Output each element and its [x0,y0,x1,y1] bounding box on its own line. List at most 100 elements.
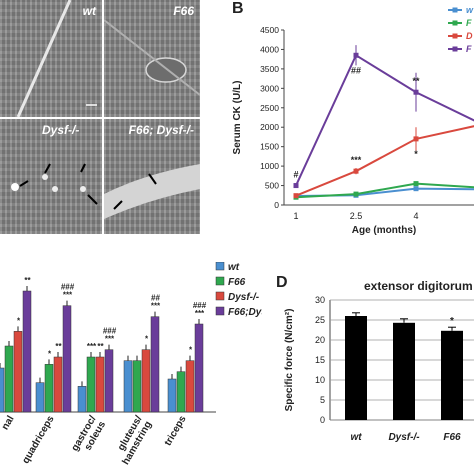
legend-label: wt [228,262,240,273]
y-tick-label: 30 [315,295,325,305]
data-point-Dysf [353,168,359,174]
bar-F66 [176,371,186,413]
significance-label: * [189,346,193,355]
category-label: gluteus/hamstring [111,414,154,467]
micrograph-dysf: Dysf-/- [0,119,102,234]
category-label: gastroc/soleus [70,414,109,459]
significance-label: *** [151,302,161,311]
data-point-wt [413,186,419,192]
significance-label: * [145,335,149,344]
data-point-F66 [353,191,359,197]
significance-label: * [17,316,21,325]
bar-Dysf [185,360,195,413]
bar-wt [0,367,5,413]
y-axis-label: Specific force (N/cm²) [284,309,295,412]
category-label-line: triceps [163,414,189,448]
category-label: F66 [443,432,461,443]
significance-label: *** [63,291,73,300]
serum-ck-line-chart: 0 500 1000 1500 2000 2500 3000 3500 4000 4500 1 2.5… [232,5,474,236]
micrograph-label: wt [82,4,96,18]
significance-label: *** [87,342,97,351]
fiber-boundary [16,0,97,117]
legend-swatch [215,291,225,301]
chart-title: extensor digitorum lo [364,279,474,293]
y-tick-label: 20 [315,335,325,345]
bar [393,322,415,420]
y-tick-label: 25 [315,315,325,325]
legend-label: Dysf-/- [228,292,260,303]
legend-marker [452,33,458,39]
y-axis-label: Serum CK (U/L) [232,81,243,155]
data-point-F66Dysf [353,52,359,58]
legend-swatch [215,262,225,271]
bar-F66 [4,345,14,413]
x-tick-label: 2.5 [350,211,363,221]
micrograph-label: F66 [173,4,194,18]
legend-label: D [466,31,473,41]
bar-wt [167,378,177,413]
significance-label: *** [351,155,362,165]
significance-label: ### [103,327,117,336]
bar-wt [77,386,87,413]
micrograph-label: Dysf-/- [42,123,80,137]
micrograph-wt: wt [0,0,102,117]
micrograph-f66: F66 [104,0,200,117]
specific-force-bar-chart: extensor digitorum lo 0 5 10 15 20 25 30 Specifi… [284,279,474,443]
significance-label: ## [351,65,361,75]
y-tick-label: 3500 [260,64,279,74]
bar-wt [35,382,45,413]
data-point-Dysf [413,136,419,142]
muscle-bar-chart: nal quadriceps gastroc/soleus gluteus/hamst… [0,262,262,467]
significance-label: *** [105,335,115,344]
legend-label: F66;Dysf-/- [228,307,262,318]
nucleus-shape [104,19,200,96]
y-tick-label: 2000 [260,122,279,132]
bar-F66 [44,364,54,413]
y-tick-label: 4000 [260,44,279,54]
significance-label: ## [151,294,160,303]
bar [345,316,367,420]
significance-label: *** [195,309,205,318]
series-line-Dysf [295,125,474,197]
legend-label: F [466,18,472,28]
bar-Dysf [95,356,105,413]
y-tick-label: 3000 [260,83,279,93]
significance-label: # [293,170,298,180]
y-tick-label: 500 [265,181,279,191]
data-point-F66Dysf [413,89,419,95]
bar-F66Dysf [22,290,32,413]
y-tick-label: 2500 [260,103,279,113]
bar-Dysf [13,331,23,413]
bar-F66Dysf [194,323,204,413]
lesion-arrows [11,163,98,205]
significance-label: ** [55,342,62,351]
significance-label: ### [193,301,207,310]
y-tick-label: 1500 [260,142,279,152]
data-point-Dysf [293,193,299,199]
bar [441,330,463,420]
y-tick-label: 4500 [260,25,279,35]
y-tick-label: 15 [315,355,325,365]
series-line-F66Dysf [295,53,474,186]
significance-label: ** [97,342,104,351]
bar-Dysf [53,356,63,413]
legend-marker [452,20,458,26]
y-tick-label: 10 [315,375,325,385]
bar-F66Dysf [104,349,114,413]
data-point-F66Dysf [293,183,299,189]
bar-Dysf [141,349,151,413]
y-tick-label: 0 [320,415,325,425]
significance-label: * [48,349,52,358]
bar-F66 [132,360,142,413]
micrograph-f66-dysf: F66; Dysf-/- [104,119,200,234]
bar-F66Dysf [150,316,160,413]
legend-swatch [215,306,225,316]
category-label-line: nal [0,414,17,432]
panel-letter-d: D [276,274,288,291]
category-label-line: quadriceps [20,414,56,466]
legend-marker [452,7,458,13]
y-tick-label: 0 [274,200,279,210]
legend-marker [452,46,458,52]
significance-label: ** [24,276,31,285]
bar-wt [123,360,133,413]
